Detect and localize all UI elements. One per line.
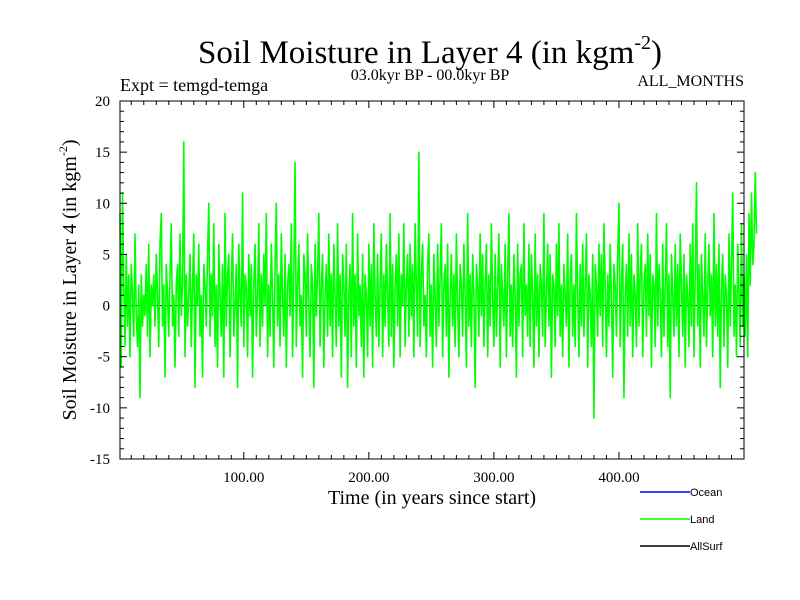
legend-label-land: Land: [690, 514, 714, 526]
x-tick-label: 300.00: [473, 470, 514, 486]
x-tick-label: 200.00: [348, 470, 389, 486]
experiment-label: Expt = temgd-temga: [120, 75, 268, 95]
x-tick-label: 100.00: [223, 470, 264, 486]
legend-label-allsurf: AllSurf: [690, 541, 723, 553]
plot-frame: [119, 100, 745, 460]
y-tick-label: 10: [95, 196, 110, 212]
legend-label-ocean: Ocean: [690, 487, 722, 499]
y-tick-label: -10: [90, 401, 110, 417]
x-tick-label: 400.00: [598, 470, 639, 486]
months-label: ALL_MONTHS: [637, 73, 744, 90]
chart-title: Soil Moisture in Layer 4 (in kgm-2): [198, 32, 662, 71]
y-axis-label: Soil Moisture in Layer 4 (in kgm-2): [56, 139, 81, 420]
y-tick-label: 0: [103, 299, 111, 315]
series-line-land: [119, 141, 758, 419]
y-tick-label: 20: [95, 94, 110, 110]
x-axis-label: Time (in years since start): [328, 487, 536, 509]
y-tick-label: -15: [90, 452, 110, 468]
series-group: [119, 141, 758, 419]
axis-group: -15 -10 -5 0 5 10 15 20 100.00 200.00 300.00 400.00: [90, 94, 745, 486]
y-tick-label: 15: [95, 145, 110, 161]
y-tick-label: -5: [98, 350, 111, 366]
period-label: 03.0kyr BP - 00.0kyr BP: [351, 67, 510, 84]
y-tick-label: 5: [103, 247, 111, 263]
legend: Ocean Land AllSurf: [640, 487, 723, 553]
